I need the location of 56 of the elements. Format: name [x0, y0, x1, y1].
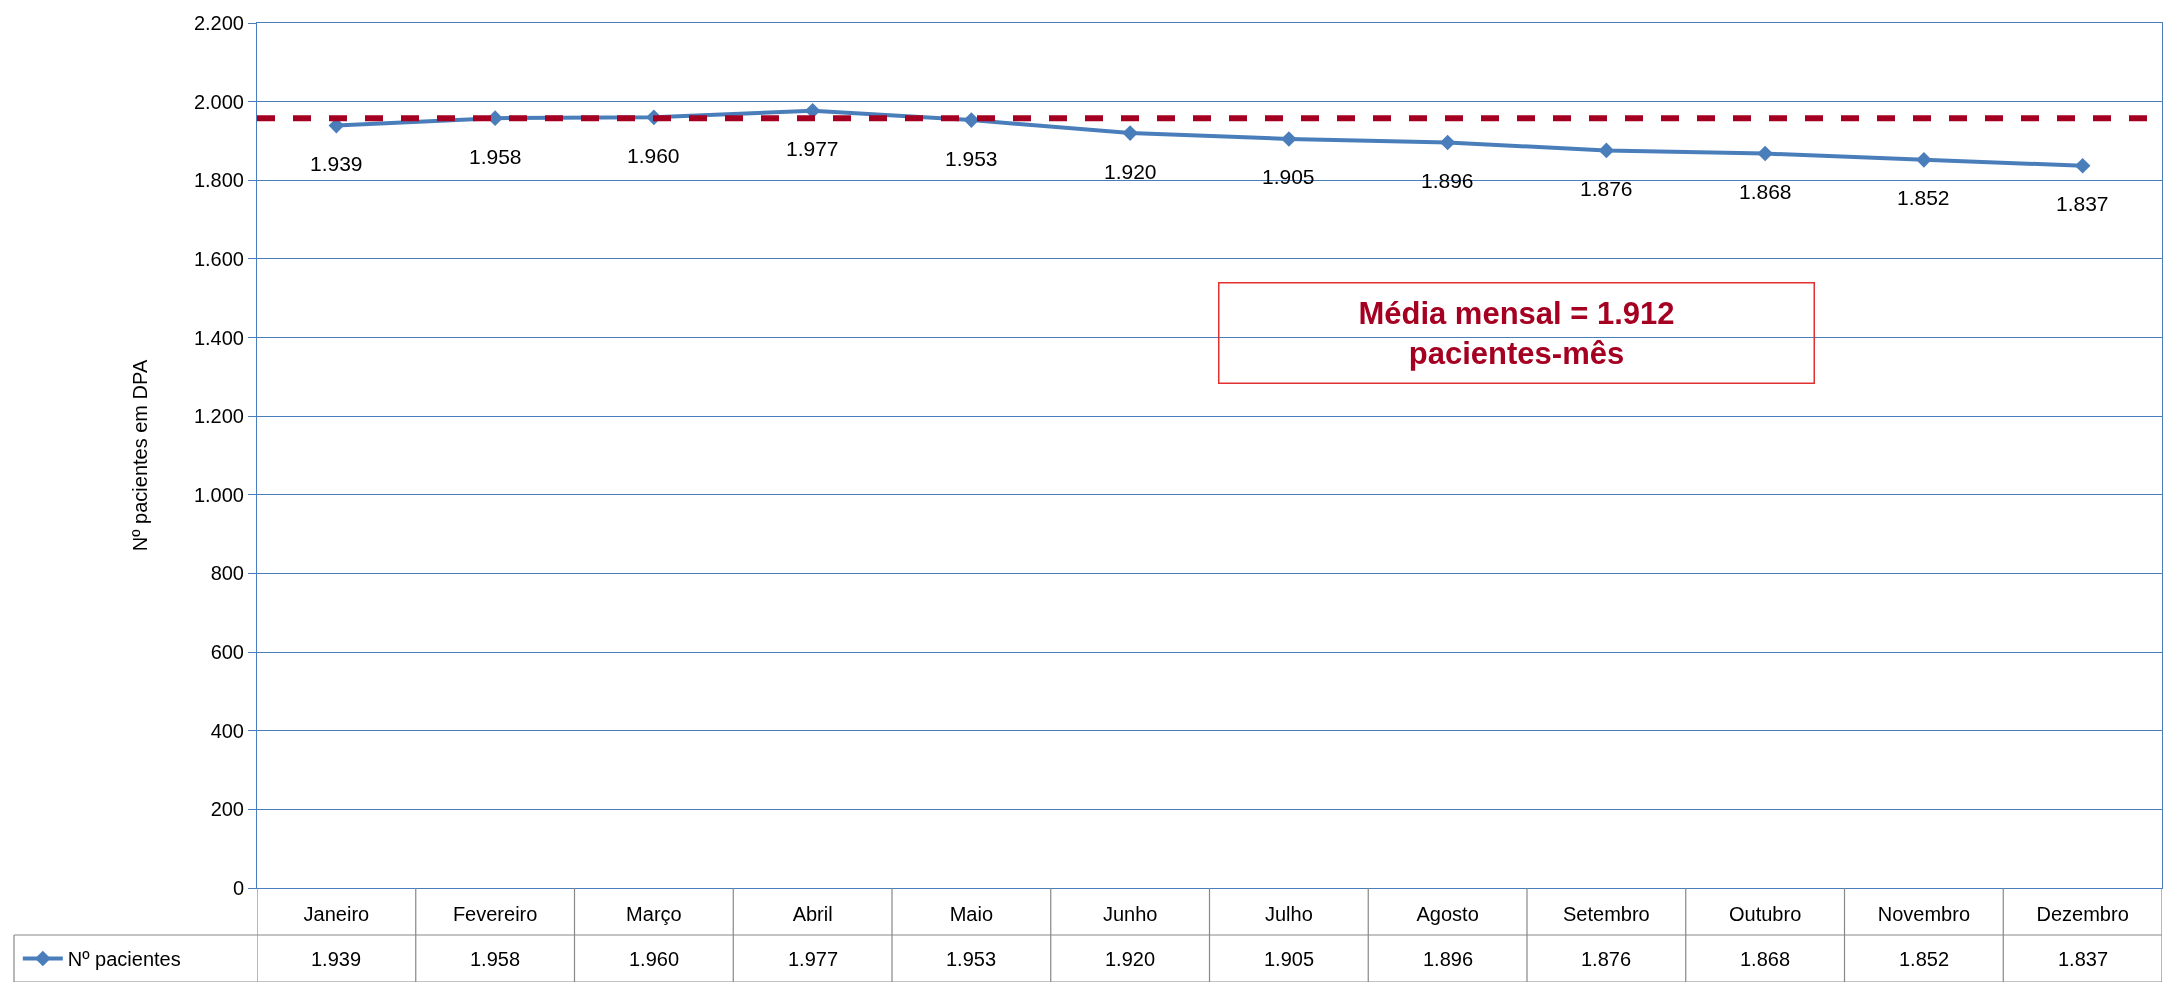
x-tick-label: Outubro	[1729, 903, 1802, 925]
point	[1598, 142, 1615, 159]
text: 1.939	[310, 152, 363, 175]
point	[2074, 157, 2091, 174]
y-tick-label: 2.200	[193, 12, 244, 34]
text: 1.920	[1104, 160, 1157, 183]
data-label: 1.905	[1264, 948, 1315, 970]
y-tick-label: 0	[232, 877, 244, 899]
y-tick-label: 1.600	[193, 247, 244, 270]
y-tick-label: 2.000	[193, 90, 244, 113]
x-tick-label: Novembro	[1877, 903, 1971, 925]
annotation: Média mensal = 1.912 pacientes-mês	[1358, 295, 1675, 371]
x-tick-label: Julho	[1264, 903, 1313, 925]
point	[1122, 125, 1138, 141]
y-tick-label: 1.800	[193, 169, 244, 192]
text: 1.960	[627, 144, 680, 167]
x-tick-label: Fevereiro	[452, 903, 538, 925]
y-tick-label: 600	[210, 641, 244, 664]
data-label: 1.920	[1105, 948, 1156, 970]
text: 1.837	[2056, 192, 2109, 215]
data-label: 1.868	[1740, 948, 1791, 970]
x-tick-label: Janeiro	[303, 903, 370, 925]
data-label: 1.876	[1581, 948, 1632, 970]
data-label: 1.896	[1423, 948, 1474, 970]
text: 1.953	[945, 147, 998, 170]
point	[1757, 145, 1773, 162]
data-label: 1.960	[629, 948, 680, 970]
legend-label: Nº pacientes	[67, 948, 181, 971]
x-tick-label: Setembro	[1563, 903, 1650, 925]
y-tick-label: 200	[210, 798, 244, 821]
y-tick-label: 400	[210, 719, 244, 742]
x-tick-label: Agosto	[1416, 903, 1479, 925]
y-tick-label: 1.400	[193, 326, 244, 349]
point	[1916, 152, 1932, 168]
data-label: 1.939	[311, 948, 362, 970]
x-tick-label: Dezembro	[2036, 903, 2129, 925]
text: 1.977	[786, 137, 839, 160]
y-tick-label: 1.200	[193, 405, 244, 428]
point	[1439, 134, 1456, 151]
text: 1.958	[469, 145, 522, 168]
x-tick-label: Março	[626, 903, 682, 925]
x-tick-label: Abril	[792, 903, 833, 925]
y-axis-title: Nº pacientes em DPA	[129, 359, 152, 552]
text: 1.868	[1739, 180, 1792, 203]
text: 1.876	[1580, 177, 1633, 200]
data-label: 1.977	[788, 948, 839, 970]
x-tick-label: Junho	[1102, 903, 1158, 925]
data-label: 1.953	[946, 948, 997, 970]
data-label: 1.852	[1899, 948, 1950, 970]
data-label: 1.958	[470, 948, 521, 970]
text: 1.852	[1897, 186, 1950, 209]
y-tick-label: 1.000	[193, 483, 244, 506]
y-tick-label: 800	[210, 562, 244, 585]
data-label: 1.837	[2058, 948, 2109, 970]
x-tick-label: Maio	[949, 903, 994, 925]
point	[1281, 131, 1297, 147]
